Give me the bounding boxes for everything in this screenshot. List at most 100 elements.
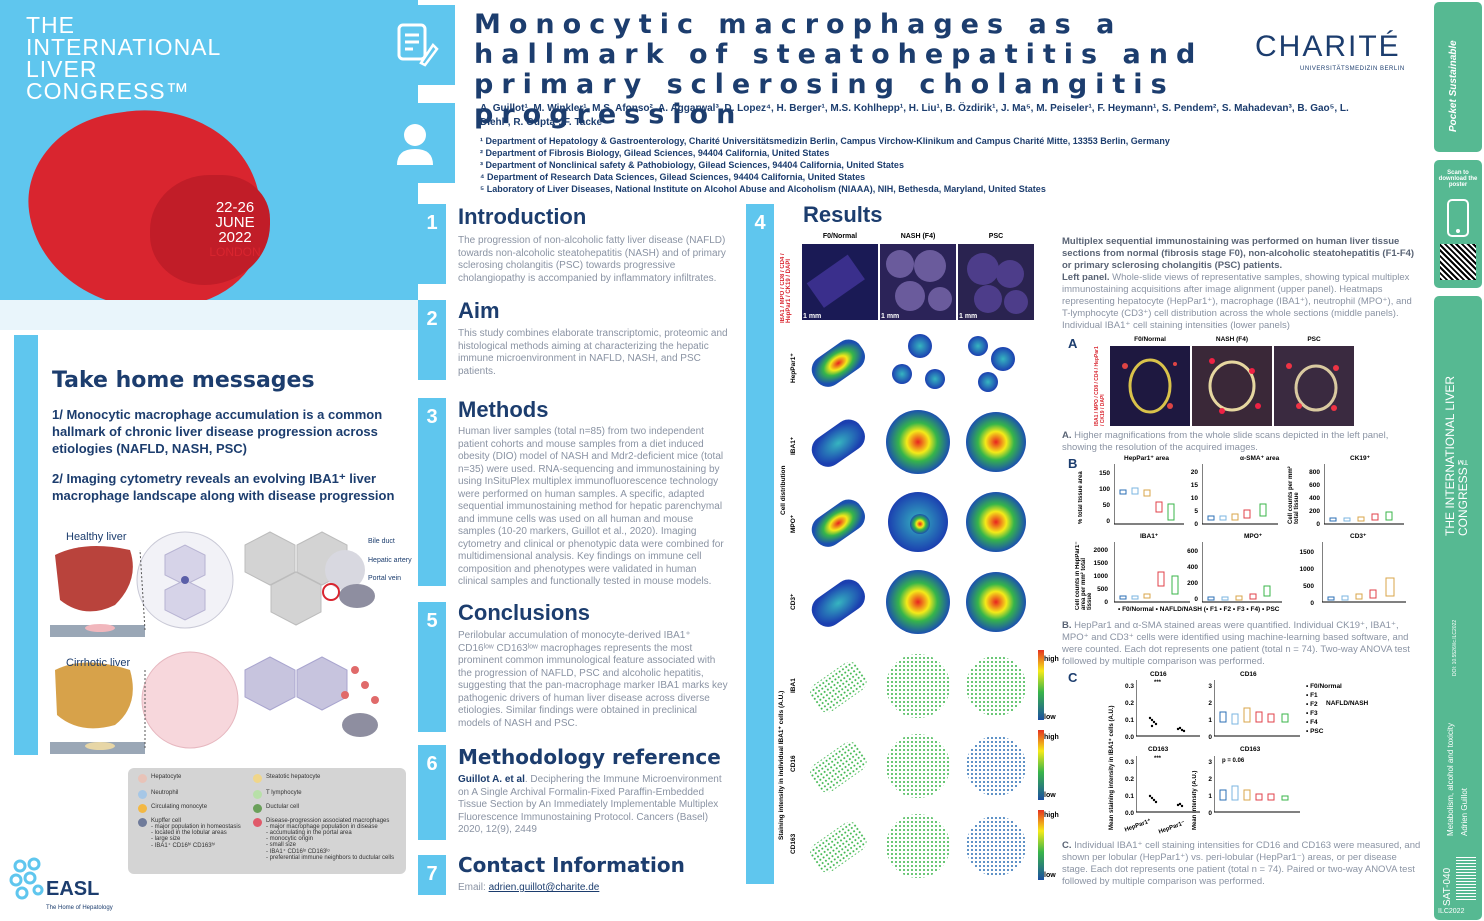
author-list: A. Guillot¹, M. Winkler¹, M.S. Afonso², … (480, 103, 1349, 128)
section-body-intro: The progression of non-alcoholic fatty l… (458, 235, 726, 284)
slide-f0 (802, 244, 878, 320)
intensity-scale-3 (1038, 810, 1044, 880)
c-chart1-ticks: 0.3 0.2 0.1 0.0 (1124, 683, 1134, 741)
cirrhotic-liver-label: Cirrhotic liver (66, 657, 131, 669)
legend-neutrophil: Neutrophil (138, 790, 178, 799)
column-header-psc: PSC (988, 233, 1004, 240)
panel-a-image-psc (1274, 346, 1354, 426)
b-chart5-ticks: 600 400 200 0 (1187, 548, 1198, 603)
section-body-methref: Guillot A. et al. Deciphering the Immune… (458, 774, 722, 835)
b-chart1-title: HepPar1⁺ area (1124, 455, 1169, 462)
c-chart1-plot (1136, 680, 1200, 737)
scale-low-3: low (1044, 872, 1056, 879)
b-chart1-ticks: 150 100 50 0 (1099, 470, 1110, 525)
intensity-scale-2 (1038, 730, 1044, 800)
easl-tagline: The Home of Hepatology (46, 905, 113, 911)
c-chart2-title: CD163 (1148, 746, 1169, 753)
qr-tab: Scan to download the poster (1434, 160, 1482, 288)
c-chart4-plot (1214, 756, 1300, 813)
section-number-methref: 6 (418, 745, 446, 840)
contact-line: Email: adrien.guillot@charite.de (458, 882, 600, 893)
b-chart5-title: MPO⁺ (1244, 533, 1263, 540)
hepatic-artery-label: Hepatic artery (368, 557, 412, 564)
qr-code[interactable] (1440, 244, 1476, 280)
b-chart3-ylabel: Cell counts per mm² total tissue (1288, 466, 1300, 524)
easl-name: EASL (46, 878, 100, 900)
slide-psc (958, 244, 1034, 320)
b-chart2-ticks: 20 15 10 5 0 (1190, 469, 1198, 528)
strip-year: ILC2022 (1438, 908, 1465, 915)
b-chart3-ticks: 800 600 400 200 0 (1309, 469, 1320, 528)
phone-icon (1447, 199, 1469, 237)
b-chart2-title: α-SMA⁺ area (1240, 455, 1280, 462)
row-label-mpo: MPO⁺ (790, 514, 797, 534)
slide-nash (880, 244, 956, 320)
legend-dpam: Disease-progression associated macrophag… (253, 818, 394, 861)
c-chart1-stars: *** (1154, 680, 1162, 686)
b-chart5-plot (1202, 542, 1282, 603)
document-icon-box (375, 5, 455, 85)
section-title-methods: Methods (458, 397, 549, 422)
legend-circ-mono: Circulating monocyte (138, 804, 207, 813)
column-header-f0: F0/Normal (822, 233, 858, 240)
panel-a-header-psc: PSC (1307, 336, 1321, 343)
liver-diagram (50, 531, 379, 754)
healthy-liver-label: Healthy liver (66, 531, 127, 543)
cell-legend: Hepatocyte Steatotic hepatocyte Neutroph… (128, 768, 406, 874)
charite-subtitle: UNIVERSITÄTSMEDIZIN BERLIN (1300, 66, 1405, 72)
panel-a-header-nash: NASH (F4) (1215, 336, 1249, 343)
heatmap-grid (811, 334, 1026, 634)
panel-a-header-f0: F0/Normal (1134, 336, 1166, 343)
section-title-conclusions: Conclusions (458, 600, 591, 625)
strip-topic: Metabolism, alcohol and toxicity (1446, 723, 1455, 836)
b-chart6-plot (1322, 542, 1406, 603)
portal-vein-label: Portal vein (368, 575, 402, 582)
section-title-aim: Aim (458, 298, 500, 323)
row-label-iba1: IBA1 (790, 678, 797, 694)
row-label-iba: IBA1⁺ (790, 436, 797, 456)
section-body-methods: Human liver samples (total n=85) from tw… (458, 426, 724, 587)
staining-intensity-label: Staining intensity in individual IBA1⁺ c… (778, 690, 785, 840)
b-chart4-ticks: 2000 1500 1000 500 0 (1093, 547, 1108, 606)
affiliation-2: ² Department of Fibrosis Biology, Gilead… (480, 148, 830, 158)
panel-c-description: C. Individual IBA1⁺ cell staining intens… (1062, 840, 1421, 887)
c-left-ylabel: Mean staining intensity in IBA1⁺ cells (… (1109, 705, 1115, 830)
intensity-scale-1 (1038, 650, 1044, 720)
c-chart3-title: CD16 (1240, 671, 1257, 678)
section-number-contact: 7 (418, 855, 446, 895)
poster-title: Monocytic macrophages as a hallmark of s… (474, 9, 1204, 130)
take-home-message-1: 1/ Monocytic macrophage accumulation is … (52, 407, 383, 456)
legend-kupffer: Kupffer cell - major population in homeos… (138, 818, 241, 849)
row-label-cd163: CD163 (790, 833, 797, 855)
scale-label-2: 1 mm (881, 313, 900, 320)
scale-high-2: high (1044, 734, 1059, 741)
panel-a-image-nash (1192, 346, 1272, 426)
c-legend: • F0/Normal • F1 • F2 • F3 • F4 • PSC (1306, 683, 1342, 735)
row-label-cd16: CD16 (790, 755, 797, 773)
cell-distribution-label: Cell distribution (780, 465, 787, 515)
section-body-aim: This study combines elaborate transcript… (458, 328, 728, 377)
bile-duct-label: Bile duct (368, 538, 395, 545)
congress-banner: THE INTERNATIONAL LIVER CONGRESS™ 22-26 … (0, 0, 418, 330)
panel-b-charts: HepPar1⁺ area % total tissue area 150 100… (1060, 452, 1428, 618)
pocket-sustainable-label: Pocket Sustainable (1448, 40, 1459, 132)
affiliation-3: ³ Department of Nonclinical safety & Pat… (480, 160, 904, 170)
section-number-conclusions: 5 (418, 602, 446, 732)
section-title-intro: Introduction (458, 204, 587, 229)
section-title-contact: Contact Information (458, 853, 685, 877)
c-legend-group: NAFLD/NASH (1326, 700, 1369, 707)
c-chart4-title: CD163 (1240, 746, 1261, 753)
scan-label: Scan to download the poster (1438, 170, 1478, 188)
b-chart6-title: CD3⁺ (1350, 533, 1367, 540)
document-icon (397, 23, 439, 67)
b-chart6-ticks: 1500 1000 500 0 (1299, 549, 1314, 607)
easl-logo-icon (9, 857, 44, 900)
panel-a-markers-label: IBA1 / MPO / CD8 / CD4 / HepPar1 / CK19 … (1094, 346, 1106, 426)
panel-letter-c: C (1068, 670, 1078, 685)
legend-steatotic: Steatotic hepatocyte (253, 774, 320, 783)
row-label-heppar: HepPar1⁺ (790, 353, 797, 383)
left-panel-description: Left panel. Whole-slide views of represe… (1062, 272, 1412, 331)
c-chart2-ticks: 0.3 0.2 0.1 0.0 (1124, 759, 1134, 817)
contact-email-link[interactable]: adrien.guillot@charite.de (488, 882, 600, 893)
